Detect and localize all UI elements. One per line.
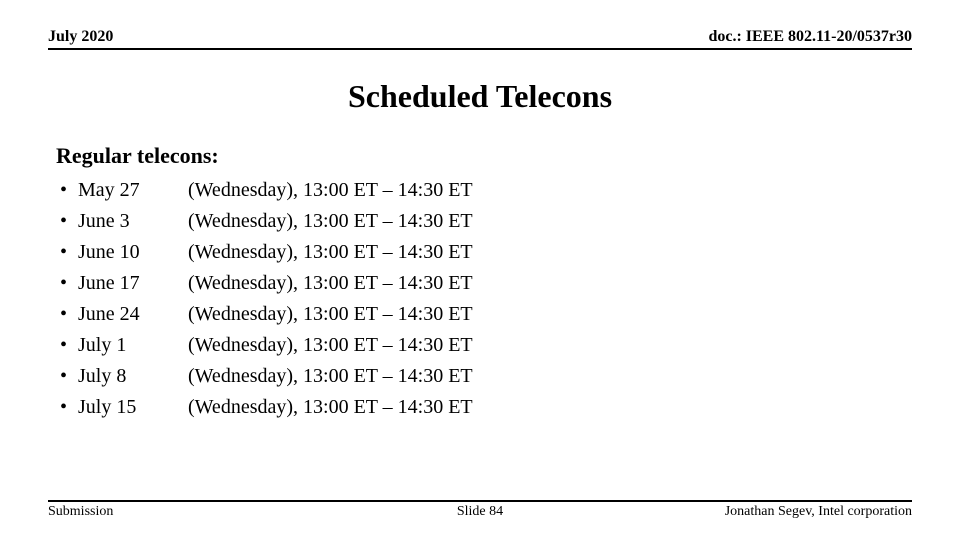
item-date: July 15 — [78, 392, 188, 423]
footer-row: Submission Slide 84 Jonathan Segev, Inte… — [48, 500, 912, 520]
item-date: May 27 — [78, 175, 188, 206]
item-detail: (Wednesday), 13:00 ET – 14:30 ET — [188, 237, 473, 268]
slide-page: July 2020 doc.: IEEE 802.11-20/0537r30 S… — [0, 0, 960, 540]
list-item: • May 27 (Wednesday), 13:00 ET – 14:30 E… — [56, 175, 912, 206]
item-detail: (Wednesday), 13:00 ET – 14:30 ET — [188, 206, 473, 237]
bullet-icon: • — [56, 206, 78, 237]
list-item: • July 15 (Wednesday), 13:00 ET – 14:30 … — [56, 392, 912, 423]
footer-author: Jonathan Segev, Intel corporation — [725, 504, 912, 520]
item-date: June 10 — [78, 237, 188, 268]
item-date: June 24 — [78, 299, 188, 330]
header-doc-id: doc.: IEEE 802.11-20/0537r30 — [708, 28, 912, 46]
bullet-icon: • — [56, 392, 78, 423]
footer-left: Submission — [48, 504, 113, 520]
item-date: July 1 — [78, 330, 188, 361]
list-item: • June 17 (Wednesday), 13:00 ET – 14:30 … — [56, 268, 912, 299]
item-detail: (Wednesday), 13:00 ET – 14:30 ET — [188, 330, 473, 361]
bullet-icon: • — [56, 175, 78, 206]
item-detail: (Wednesday), 13:00 ET – 14:30 ET — [188, 361, 473, 392]
bullet-icon: • — [56, 299, 78, 330]
item-date: June 17 — [78, 268, 188, 299]
list-item: • June 10 (Wednesday), 13:00 ET – 14:30 … — [56, 237, 912, 268]
bullet-icon: • — [56, 330, 78, 361]
bullet-icon: • — [56, 237, 78, 268]
item-date: July 8 — [78, 361, 188, 392]
item-detail: (Wednesday), 13:00 ET – 14:30 ET — [188, 299, 473, 330]
item-date: June 3 — [78, 206, 188, 237]
header-row: July 2020 doc.: IEEE 802.11-20/0537r30 — [48, 28, 912, 50]
list-item: • June 24 (Wednesday), 13:00 ET – 14:30 … — [56, 299, 912, 330]
list-item: • June 3 (Wednesday), 13:00 ET – 14:30 E… — [56, 206, 912, 237]
section-heading: Regular telecons: — [56, 143, 912, 169]
header-date: July 2020 — [48, 28, 113, 46]
list-item: • July 1 (Wednesday), 13:00 ET – 14:30 E… — [56, 330, 912, 361]
list-item: • July 8 (Wednesday), 13:00 ET – 14:30 E… — [56, 361, 912, 392]
slide-title: Scheduled Telecons — [48, 78, 912, 115]
item-detail: (Wednesday), 13:00 ET – 14:30 ET — [188, 175, 473, 206]
content-area: Regular telecons: • May 27 (Wednesday), … — [48, 143, 912, 423]
item-detail: (Wednesday), 13:00 ET – 14:30 ET — [188, 268, 473, 299]
item-detail: (Wednesday), 13:00 ET – 14:30 ET — [188, 392, 473, 423]
bullet-icon: • — [56, 268, 78, 299]
bullet-icon: • — [56, 361, 78, 392]
